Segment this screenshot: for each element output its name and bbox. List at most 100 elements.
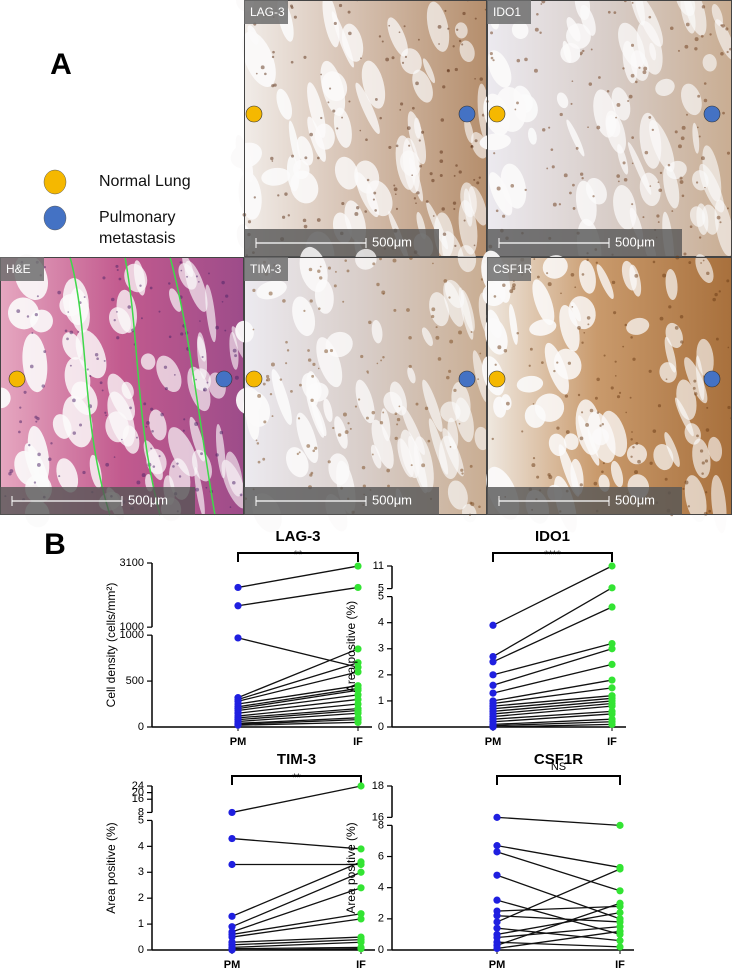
cell: [303, 309, 306, 312]
cell: [36, 416, 40, 421]
air-space: [659, 362, 677, 383]
significance-label: **: [294, 549, 303, 561]
cell: [630, 455, 633, 458]
cell: [587, 126, 589, 129]
y-tick-label: 3100: [120, 557, 144, 569]
cell: [665, 378, 668, 381]
cell: [149, 286, 153, 290]
air-space: [516, 375, 544, 393]
cell: [596, 411, 600, 414]
cell: [318, 307, 321, 310]
cell: [572, 183, 575, 187]
cell: [312, 362, 316, 366]
pair-line: [496, 874, 621, 920]
air-space: [610, 460, 624, 488]
cell: [477, 378, 480, 381]
y-axis-label: Area positive (%): [104, 822, 118, 913]
data-point: [493, 848, 501, 856]
cell: [317, 367, 320, 370]
cell: [437, 357, 442, 361]
air-space: [89, 454, 102, 489]
cell: [579, 51, 583, 55]
cell: [720, 52, 724, 56]
cell: [458, 39, 462, 43]
cell: [173, 373, 176, 376]
cell: [404, 55, 408, 59]
cell: [631, 136, 635, 139]
cell: [69, 330, 74, 335]
air-space: [464, 118, 474, 144]
data-point: [228, 808, 236, 817]
cell: [269, 392, 273, 396]
air-space: [684, 423, 701, 445]
cell: [43, 266, 46, 269]
y-tick-label: 24: [132, 780, 144, 792]
cell: [583, 331, 586, 334]
cell: [411, 174, 414, 177]
cell: [41, 384, 45, 388]
cell: [701, 472, 704, 475]
cell: [689, 225, 693, 229]
air-space: [459, 40, 475, 63]
air-space: [168, 427, 198, 477]
data-point: [354, 562, 362, 570]
cell: [581, 411, 584, 414]
cell: [719, 221, 722, 224]
cell: [613, 311, 617, 315]
cell: [680, 340, 684, 344]
cell: [503, 349, 508, 353]
cell: [158, 310, 161, 313]
cell: [454, 67, 458, 72]
cell: [401, 61, 405, 64]
cell: [727, 346, 730, 349]
air-space: [169, 288, 182, 312]
cell: [394, 412, 398, 416]
chart: 0 1 2 3 4 55 11 PM IF Area positive (%) IDO1 ****: [344, 528, 626, 748]
cell: [556, 426, 560, 430]
cell: [348, 31, 352, 36]
image-label: CSF1R: [493, 262, 533, 276]
cell: [320, 116, 323, 120]
cell: [703, 82, 707, 85]
cell: [395, 207, 399, 210]
cell: [239, 493, 243, 497]
cell: [524, 57, 528, 62]
air-space: [556, 92, 569, 109]
pair-line: [492, 721, 613, 727]
air-space: [256, 280, 287, 300]
pair-line: [492, 642, 613, 676]
pair-line: [231, 936, 362, 943]
data-point: [493, 813, 501, 821]
cell: [379, 421, 384, 425]
cell: [360, 354, 364, 359]
y-tick-label: 20: [132, 787, 144, 799]
cell: [336, 127, 339, 130]
pair-line: [237, 707, 359, 719]
cell: [302, 218, 307, 223]
cell: [446, 375, 450, 380]
cell: [680, 136, 685, 141]
air-space: [194, 467, 205, 517]
cell: [247, 220, 252, 224]
air-space: [711, 475, 727, 534]
air-space: [334, 416, 348, 449]
cell: [9, 469, 14, 473]
cell: [379, 116, 382, 120]
cell: [598, 76, 601, 79]
cell: [452, 45, 455, 48]
data-point: [489, 689, 497, 697]
cell: [371, 453, 374, 456]
pair-line: [237, 709, 359, 721]
air-space: [527, 127, 537, 145]
air-space: [542, 255, 568, 279]
air-space: [407, 366, 416, 384]
cell: [516, 101, 519, 105]
data-point: [608, 645, 616, 653]
data-point: [608, 562, 616, 570]
cell: [631, 162, 634, 165]
pair-line: [237, 637, 359, 668]
cell: [365, 416, 369, 420]
cell: [257, 460, 261, 464]
cell: [602, 462, 605, 465]
air-space: [122, 425, 140, 454]
